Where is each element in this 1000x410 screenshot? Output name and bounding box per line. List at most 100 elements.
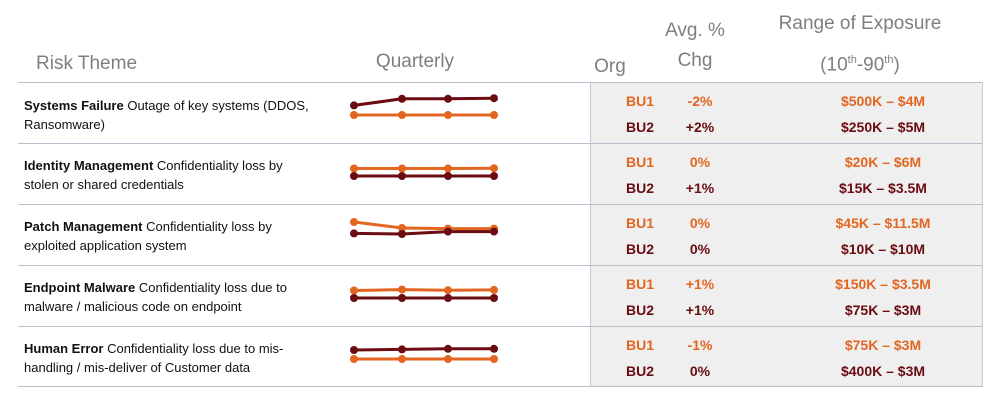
org-bu2: BU2: [625, 363, 654, 379]
sparkline-point-bu1: [444, 111, 452, 119]
sparkline-point-bu2: [398, 345, 406, 354]
org-bu1: BU1: [625, 215, 654, 231]
chg-bu1: -1%: [687, 337, 713, 353]
range-bu2: $15K – $3.5M: [839, 180, 927, 196]
row-description: Systems Failure Outage of key systems (D…: [24, 96, 314, 134]
sparkline-point-bu2: [490, 227, 498, 236]
header-avg-line2: Chg: [677, 50, 713, 71]
range-bu1: $75K – $3M: [844, 337, 922, 353]
header-org: Org: [594, 56, 626, 77]
chg-bu2: 0%: [689, 241, 711, 257]
sparkline-bu2: [353, 347, 494, 352]
chg-bu1: 0%: [689, 154, 711, 170]
sparkline-point-bu2: [444, 294, 452, 302]
sparkline-point-bu1: [444, 164, 452, 173]
row-divider: [18, 386, 983, 387]
chg-bu2: 0%: [689, 363, 711, 379]
sparkline-point-bu2: [398, 172, 406, 180]
range-bu1: $500K – $4M: [840, 93, 926, 109]
org-bu2: BU2: [625, 302, 654, 318]
sparkline-point-bu2: [350, 346, 358, 354]
row-desc-text: Confidentiality loss due to malware / ma…: [24, 280, 287, 314]
row-description: Identity Management Confidentiality loss…: [24, 156, 314, 194]
sparkline-point-bu1: [398, 111, 406, 119]
sparkline-point-bu1: [350, 355, 358, 363]
row-description: Patch Management Confidentiality loss by…: [24, 217, 314, 255]
chg-bu1: +1%: [685, 276, 715, 292]
sparkline-point-bu1: [444, 355, 452, 363]
sparkline-point-bu1: [490, 164, 498, 173]
row-title: Identity Management: [24, 158, 154, 173]
range-bu1: $45K – $11.5M: [835, 215, 931, 231]
chg-bu2: +2%: [685, 119, 715, 135]
range-bu2: $75K – $3M: [844, 302, 922, 318]
sparkline-point-bu1: [350, 164, 358, 173]
header-avg-line1: Avg. %: [665, 20, 725, 41]
org-bu2: BU2: [625, 119, 654, 135]
sparkline-point-bu2: [490, 294, 498, 302]
sparkline-bu1: [353, 288, 495, 292]
row-title: Patch Management: [24, 219, 143, 234]
range-bu2: $250K – $5M: [840, 119, 926, 135]
chg-bu1: -2%: [687, 93, 713, 109]
row-divider: [18, 204, 983, 205]
range-close-paren: ): [893, 54, 900, 76]
sparkline-point-bu2: [350, 101, 358, 110]
range-dash: -90: [856, 54, 885, 76]
sparkline-point-bu1: [350, 111, 358, 119]
header-range-line2: (10th-90th): [745, 42, 975, 83]
header-quarterly: Quarterly: [375, 51, 455, 72]
row-desc-text: Confidentiality loss by stolen or shared…: [24, 158, 283, 192]
range-bu1: $150K – $3.5M: [835, 276, 931, 292]
row-divider: [18, 82, 983, 83]
header-risk-theme: Risk Theme: [36, 53, 138, 74]
sparkline-point-bu2: [398, 94, 406, 103]
row-title: Endpoint Malware: [24, 280, 136, 295]
sparkline-point-bu1: [444, 286, 452, 295]
chg-bu2: +1%: [685, 180, 715, 196]
range-bu2: $400K – $3M: [840, 363, 926, 379]
risk-table: Systems Failure Outage of key systems (D…: [18, 82, 983, 387]
org-bu1: BU1: [625, 276, 654, 292]
sparkline-point-bu1: [398, 224, 406, 232]
row-title: Systems Failure: [24, 98, 124, 113]
sparkline-point-bu2: [398, 230, 406, 238]
chg-bu2: +1%: [685, 302, 715, 318]
row-desc-text: Confidentiality loss by exploited applic…: [24, 219, 272, 253]
row-description: Human Error Confidentiality loss due to …: [24, 339, 314, 377]
chg-bu1: 0%: [689, 215, 711, 231]
sparkline-bu2: [353, 230, 494, 236]
sparkline-point-bu2: [398, 294, 406, 302]
sparkline-point-bu1: [490, 111, 498, 119]
sparkline-point-bu1: [350, 286, 358, 295]
quarterly-sparklines: [350, 94, 498, 363]
range-th2: th: [884, 54, 894, 66]
row-divider: [18, 326, 983, 327]
sparkline-point-bu2: [490, 344, 498, 353]
org-bu2: BU2: [625, 241, 654, 257]
org-bu1: BU1: [625, 154, 654, 170]
org-bu2: BU2: [625, 180, 654, 196]
row-desc-text: Confidentiality loss due to mis-handling…: [24, 341, 284, 375]
sparkline-point-bu1: [490, 355, 498, 363]
sparkline-point-bu1: [398, 355, 406, 363]
column-divider: [982, 82, 983, 387]
row-description: Endpoint Malware Confidentiality loss du…: [24, 278, 314, 316]
sparkline-point-bu1: [398, 285, 406, 294]
shade-area: [590, 82, 983, 387]
row-divider: [18, 265, 983, 266]
sparkline-point-bu2: [444, 94, 452, 103]
row-title: Human Error: [24, 341, 104, 356]
header-range: Range of Exposure (10th-90th): [745, 6, 975, 83]
sparkline-point-bu2: [444, 344, 452, 353]
sparkline-point-bu2: [490, 94, 498, 103]
sparkline-point-bu2: [350, 172, 358, 180]
sparkline-point-bu1: [490, 285, 498, 294]
sparkline-point-bu1: [350, 218, 358, 226]
org-bu1: BU1: [625, 337, 654, 353]
sparkline-bu1: [353, 220, 494, 231]
header-range-line1: Range of Exposure: [778, 13, 942, 34]
org-bu1: BU1: [625, 93, 654, 109]
header-avg-chg: Avg. % Chg: [650, 16, 740, 76]
sparkline-point-bu1: [398, 164, 406, 173]
